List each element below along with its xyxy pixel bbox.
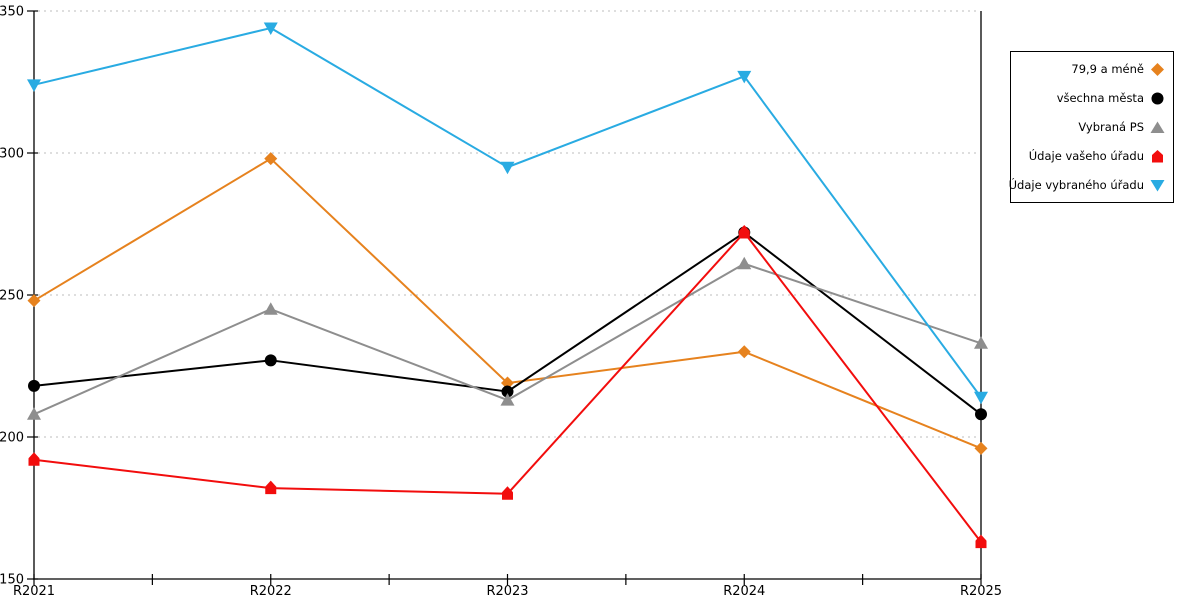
legend-item: Údaje vašeho úřadu bbox=[1011, 142, 1173, 171]
data-point-marker bbox=[974, 336, 988, 349]
x-tick-label: R2022 bbox=[250, 584, 292, 599]
x-tick-label: R2021 bbox=[13, 584, 55, 599]
data-point-marker bbox=[265, 480, 277, 495]
x-tick-label: R2023 bbox=[486, 584, 528, 599]
legend-label: Údaje vybraného úřadu bbox=[1008, 178, 1144, 192]
y-tick-label: 300 bbox=[0, 147, 24, 162]
legend-label: všechna města bbox=[1056, 91, 1144, 105]
y-tick-label: 350 bbox=[0, 5, 24, 20]
data-point-marker bbox=[501, 385, 514, 398]
data-point-marker bbox=[264, 152, 278, 166]
legend-item: 79,9 a méně bbox=[1011, 55, 1173, 84]
data-point-marker bbox=[502, 486, 513, 500]
triangle-down-marker-icon bbox=[1150, 179, 1165, 191]
data-point-marker bbox=[28, 452, 40, 466]
data-point-marker bbox=[500, 393, 515, 406]
legend-label: 79,9 a méně bbox=[1071, 62, 1144, 76]
data-point-marker bbox=[737, 70, 752, 84]
data-point-marker bbox=[737, 256, 752, 270]
data-point-marker bbox=[27, 294, 41, 308]
triangle-up-marker-icon bbox=[1150, 121, 1165, 133]
legend: 79,9 a méně všechna města Vybraná PS Údaje … bbox=[1008, 51, 1174, 203]
data-point-marker bbox=[737, 345, 751, 359]
x-tick-label: R2024 bbox=[723, 584, 765, 599]
legend-item: všechna města bbox=[1011, 84, 1173, 113]
data-point-marker bbox=[974, 391, 988, 405]
data-point-marker bbox=[975, 408, 987, 421]
data-point-marker bbox=[27, 79, 41, 92]
data-point-marker bbox=[501, 376, 514, 390]
data-point-marker bbox=[975, 534, 987, 549]
legend-item: Údaje vybraného úřadu bbox=[1008, 171, 1173, 200]
data-point-marker bbox=[974, 441, 988, 455]
data-point-marker bbox=[738, 225, 750, 239]
house-marker-icon bbox=[1152, 149, 1163, 162]
series-line bbox=[33, 27, 982, 398]
legend-label: Údaje vašeho úřadu bbox=[1028, 149, 1144, 163]
legend-label: Vybraná PS bbox=[1078, 120, 1144, 134]
x-tick-label: R2025 bbox=[960, 584, 1002, 599]
circle-marker-icon bbox=[1151, 92, 1164, 104]
data-point-marker bbox=[264, 354, 277, 367]
diamond-marker-icon bbox=[1151, 62, 1164, 76]
data-point-marker bbox=[27, 407, 41, 420]
data-point-marker bbox=[28, 379, 40, 392]
data-point-marker bbox=[263, 22, 278, 36]
y-tick-label: 150 bbox=[0, 573, 24, 588]
legend-item: Vybraná PS bbox=[1011, 113, 1173, 142]
y-tick-label: 250 bbox=[0, 289, 24, 304]
data-point-marker bbox=[263, 302, 278, 315]
y-tick-label: 200 bbox=[0, 431, 24, 446]
data-point-marker bbox=[500, 161, 515, 175]
